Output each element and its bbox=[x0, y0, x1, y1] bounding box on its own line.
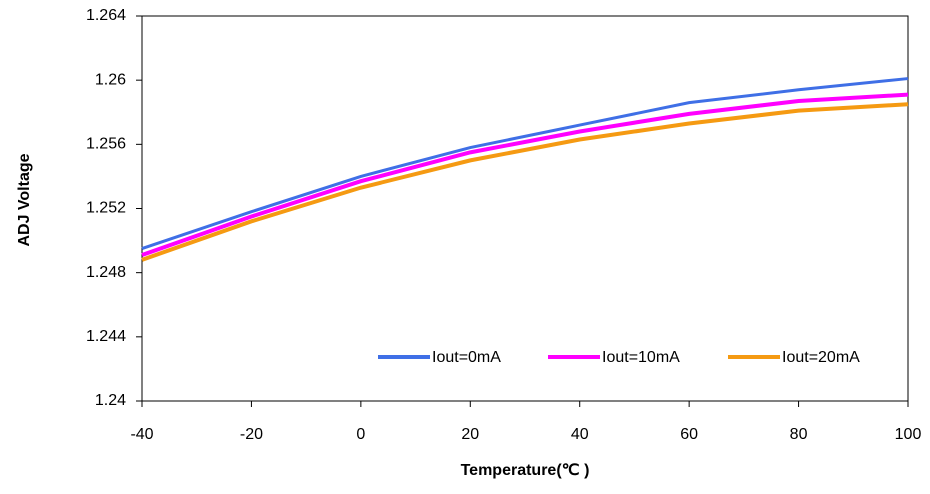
y-tick-label: 1.248 bbox=[86, 264, 126, 281]
x-tick-label: 80 bbox=[790, 426, 808, 443]
x-tick-label: -20 bbox=[240, 426, 263, 443]
y-tick-label: 1.256 bbox=[86, 136, 126, 153]
y-tick-label: 1.24 bbox=[95, 392, 126, 409]
legend-label: Iout=20mA bbox=[782, 349, 860, 366]
x-tick-label: 40 bbox=[571, 426, 589, 443]
y-tick-label: 1.26 bbox=[95, 71, 126, 88]
legend-label: Iout=0mA bbox=[432, 349, 501, 366]
y-tick-label: 1.244 bbox=[86, 328, 126, 345]
series-line bbox=[141, 77, 909, 251]
legend-label: Iout=10mA bbox=[602, 349, 680, 366]
x-tick-label: 100 bbox=[895, 426, 922, 443]
x-axis-label: Temperature(℃ ) bbox=[461, 462, 590, 479]
x-tick-label: 0 bbox=[356, 426, 365, 443]
series-line bbox=[141, 102, 909, 262]
x-tick-label: 60 bbox=[680, 426, 698, 443]
y-tick-label: 1.264 bbox=[86, 7, 126, 24]
y-tick-label: 1.252 bbox=[86, 200, 126, 217]
x-tick-label: -40 bbox=[130, 426, 153, 443]
y-axis-label: ADJ Voltage bbox=[16, 153, 33, 246]
x-tick-label: 20 bbox=[461, 426, 479, 443]
series-line bbox=[141, 92, 909, 257]
